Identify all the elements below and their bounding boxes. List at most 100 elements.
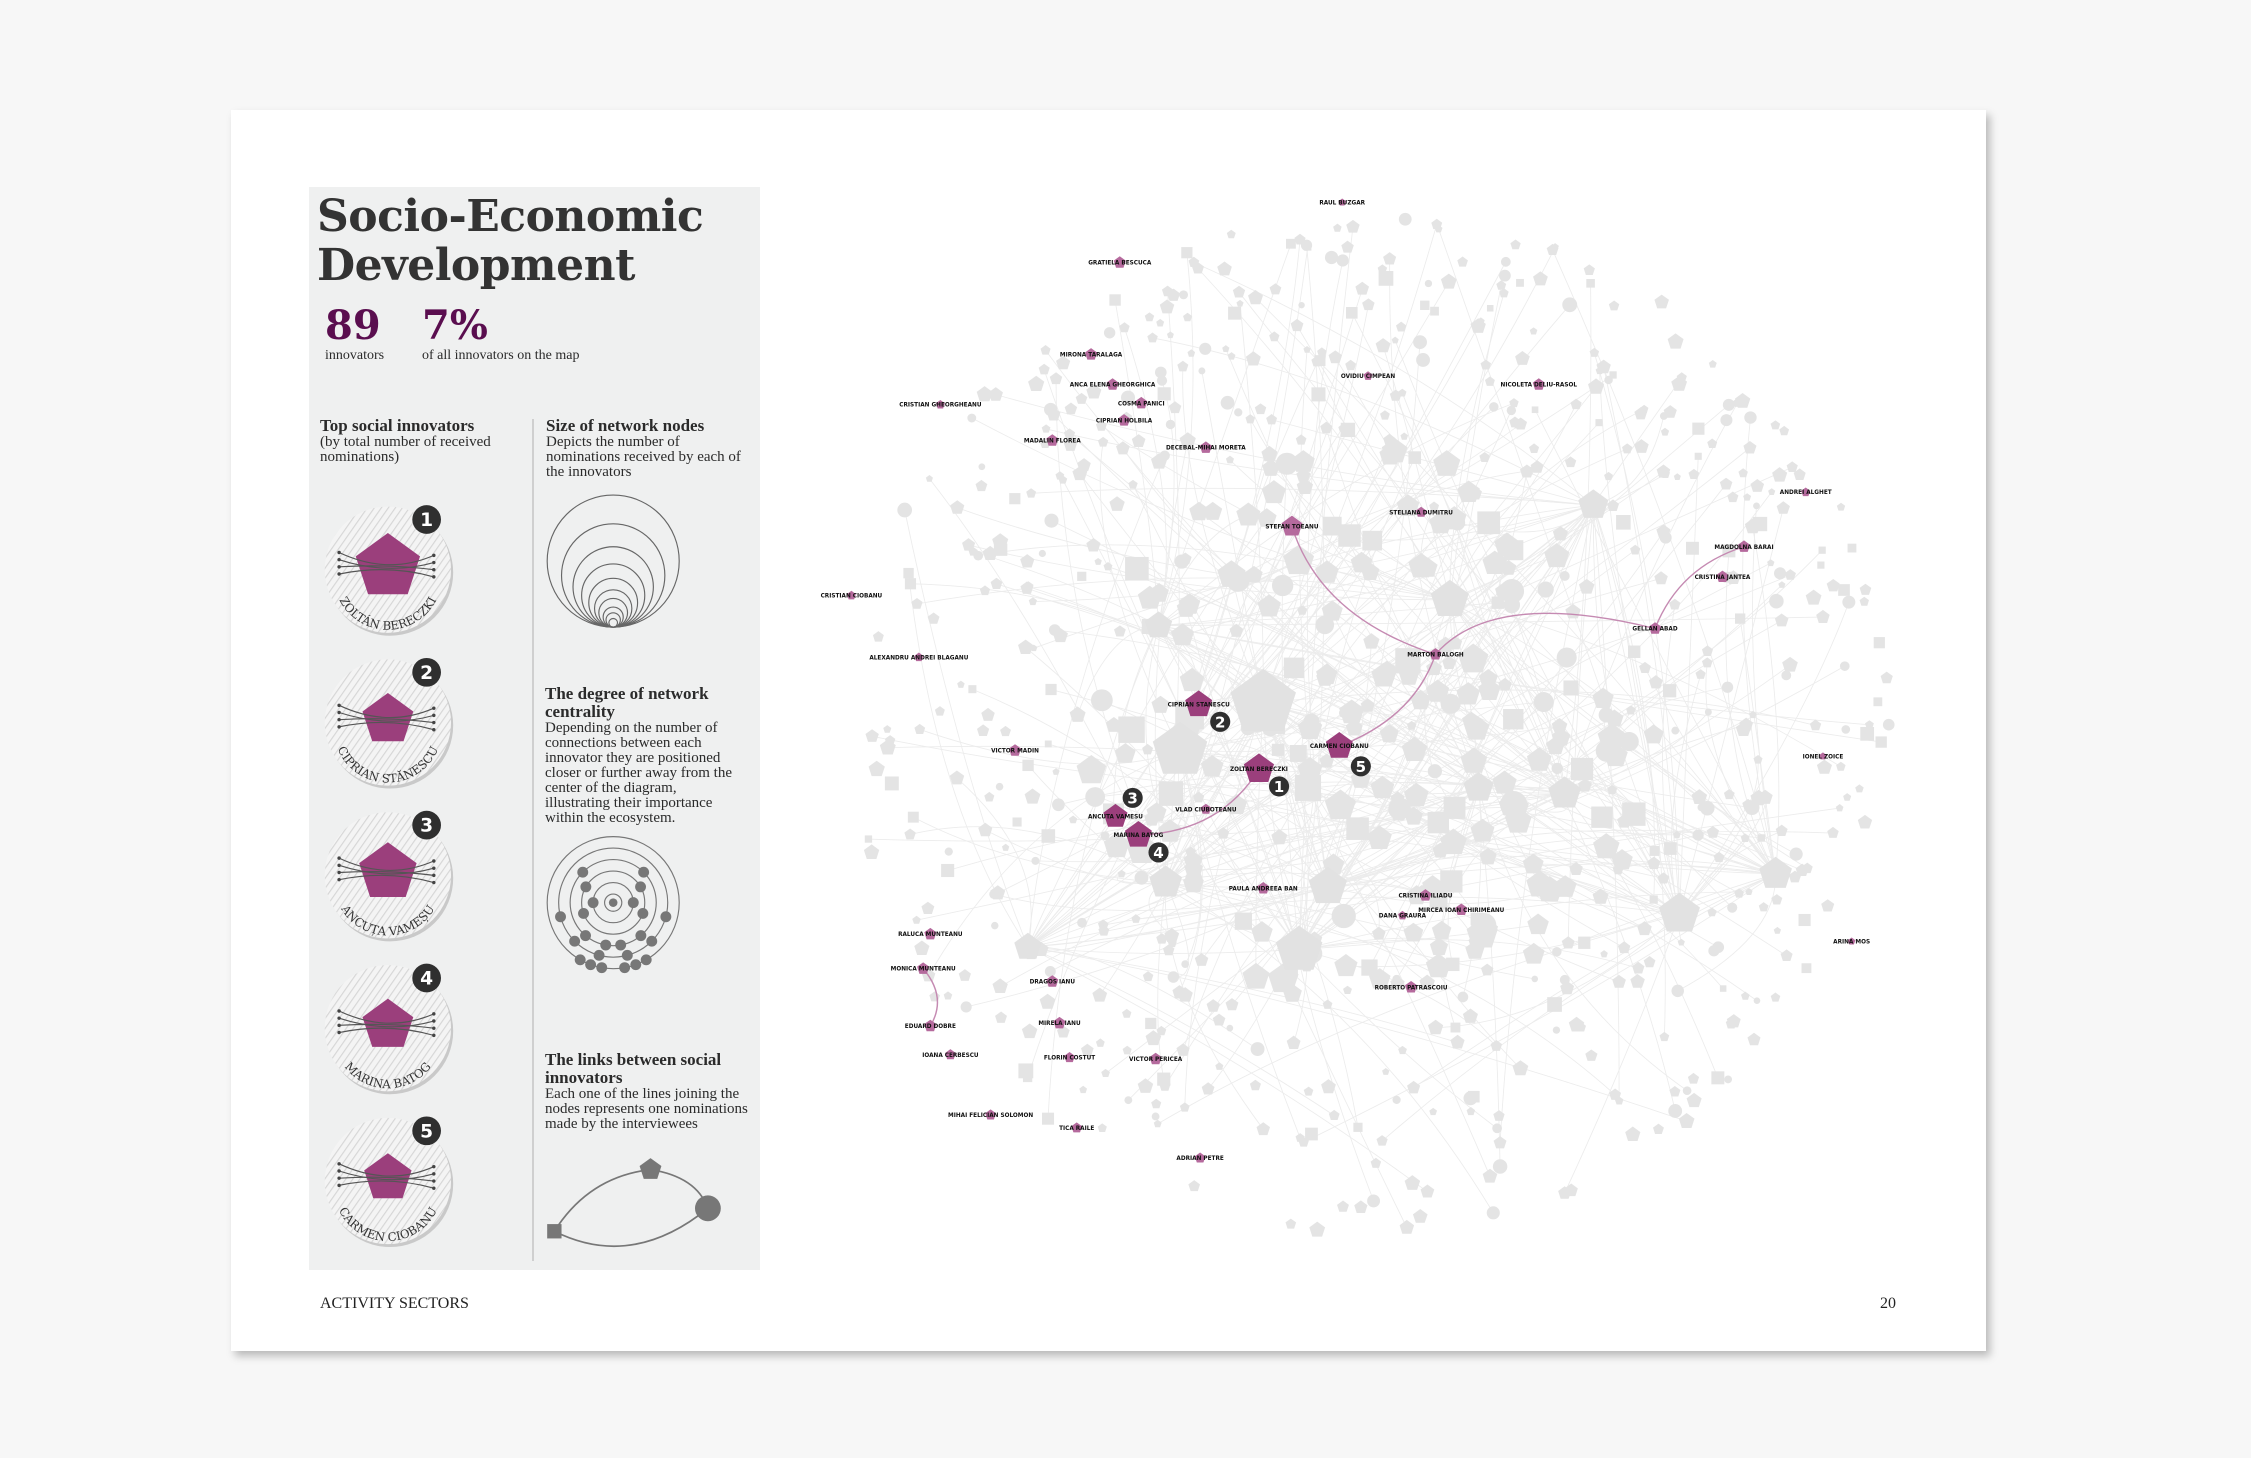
network-node xyxy=(1429,891,1448,910)
network-node-labeled[interactable]: MIRONA TARALAGA xyxy=(1060,348,1123,360)
network-node xyxy=(1660,427,1670,436)
network-node xyxy=(1743,493,1752,501)
network-node-labeled[interactable]: COSMA PANICI xyxy=(1118,396,1165,409)
network-node-labeled[interactable]: ROBERTO PATRASCOIU xyxy=(1375,980,1448,993)
node-shape xyxy=(945,1049,956,1060)
network-node xyxy=(1592,687,1614,709)
page-number: 20 xyxy=(1880,1295,1896,1312)
network-link xyxy=(1449,285,1502,600)
network-node-labeled[interactable]: RAUL BUZGAR xyxy=(1319,198,1366,206)
network-node-labeled[interactable]: CARMEN CIOBANU 5 xyxy=(1310,732,1371,777)
network-node-labeled[interactable]: VICTOR PERICEA xyxy=(1129,1052,1183,1065)
network-node-labeled[interactable]: MIRELA IANU xyxy=(1038,1016,1081,1029)
node-label: RALUCA MUNTEANU xyxy=(898,932,963,938)
network-node-labeled[interactable]: CRISTINA ILIADU xyxy=(1398,889,1453,901)
network-link xyxy=(1262,448,1628,704)
network-node-labeled[interactable]: GELLAN ABAD xyxy=(1632,622,1678,634)
network-node xyxy=(884,735,896,746)
network-node-labeled[interactable]: VLAD CIUBOTEANU xyxy=(1175,803,1237,814)
top-innovators-subheading: (by total number of received nominations… xyxy=(320,434,491,465)
column-divider xyxy=(532,419,534,1261)
network-node-labeled[interactable]: IOANA CERBESCU xyxy=(922,1049,979,1060)
network-node-labeled[interactable]: FLORIN COSTUT xyxy=(1044,1052,1095,1063)
network-node-labeled[interactable]: DRAGOS IANU xyxy=(1030,975,1076,987)
network-node xyxy=(1131,914,1141,923)
network-node-labeled[interactable]: MIHAI FELICIAN SOLOMON xyxy=(948,1109,1033,1120)
network-link xyxy=(1027,924,1539,954)
network-node-labeled[interactable]: NICOLETA DELIU-RASOL xyxy=(1501,378,1578,390)
network-node xyxy=(1529,327,1538,335)
network-node xyxy=(1669,1086,1681,1097)
network-node-labeled[interactable]: EDUARD DOBRE xyxy=(905,1019,956,1032)
network-node xyxy=(1493,1136,1507,1149)
network-node xyxy=(1606,499,1620,512)
network-node xyxy=(1604,471,1613,481)
network-node-labeled[interactable]: STELIANA DUMITRU xyxy=(1389,506,1453,517)
network-node-labeled[interactable]: ADRIAN PETRE xyxy=(1176,1152,1224,1163)
network-node xyxy=(1440,870,1463,893)
network-node-labeled[interactable]: CIPRIAN HOLBILA xyxy=(1096,414,1153,426)
network-node-labeled[interactable]: MONICA MUNTEANU xyxy=(891,962,956,974)
rank-badge-number: 1 xyxy=(1274,778,1284,796)
network-node-labeled[interactable]: CRISTIAN GHEORGHEANU xyxy=(899,399,982,409)
network-node xyxy=(1821,899,1835,912)
network-node xyxy=(1842,595,1856,609)
network-node-labeled[interactable]: RALUCA MUNTEANU xyxy=(898,927,963,940)
node-shape xyxy=(846,590,856,600)
network-node xyxy=(1864,720,1874,729)
rank-badge-number: 4 xyxy=(420,968,433,989)
network-link xyxy=(928,750,1181,977)
network-node-labeled[interactable]: MIRCEA IOAN CHIRIMEANU xyxy=(1418,903,1505,915)
network-node-labeled[interactable]: VICTOR MADIN xyxy=(991,744,1039,756)
network-node-labeled[interactable]: ALEXANDRU ANDREI BLAGANU xyxy=(869,652,969,662)
network-node xyxy=(1225,794,1248,815)
network-node-labeled[interactable]: ANCA ELENA GHEORGHICA xyxy=(1070,378,1156,390)
network-node-labeled[interactable]: STEFAN TOEANU xyxy=(1265,515,1319,536)
network-node xyxy=(1516,278,1524,287)
network-node-labeled[interactable]: CRISTINA JANTEA xyxy=(1695,570,1751,583)
network-node-labeled[interactable]: TICA RAILE xyxy=(1059,1122,1094,1133)
network-node xyxy=(1678,1113,1695,1128)
network-node xyxy=(995,782,1004,791)
network-node xyxy=(1039,993,1056,1009)
network-node xyxy=(1464,715,1490,740)
network-node-labeled[interactable]: CIPRIAN STANESCU 2 xyxy=(1168,690,1231,732)
network-node xyxy=(1568,1016,1585,1032)
network-node xyxy=(1151,695,1170,713)
network-node-labeled[interactable]: PAULA ANDREEA BAN xyxy=(1229,881,1298,894)
network-node xyxy=(1315,615,1335,635)
network-node xyxy=(1048,624,1061,636)
network-node xyxy=(914,940,930,956)
network-node-labeled[interactable]: ZOLTAN BERECZKI 1 xyxy=(1230,753,1290,797)
network-node xyxy=(1294,774,1322,801)
network-node xyxy=(1194,953,1209,966)
network-node xyxy=(1109,294,1121,306)
rank-badge xyxy=(412,810,441,840)
network-node-labeled[interactable]: CRISTIAN CIOBANU xyxy=(821,590,883,600)
network-node xyxy=(1375,338,1391,353)
network-node xyxy=(1659,1031,1670,1042)
highlighted-link xyxy=(922,968,939,1027)
network-node-labeled[interactable]: DECEBAL-MIHAI MORETA xyxy=(1166,441,1246,453)
network-node-labeled[interactable]: OVIDIU CIMPEAN xyxy=(1341,371,1395,380)
network-node-labeled[interactable]: MAGDOLNA BARAI xyxy=(1714,540,1774,552)
network-node-labeled[interactable]: ANDREI ALGHET xyxy=(1780,487,1832,496)
network-node xyxy=(1805,589,1822,605)
network-node xyxy=(1525,466,1533,475)
network-node xyxy=(1319,753,1335,768)
network-node xyxy=(1486,305,1494,312)
network-node-labeled[interactable]: DANA GRAURA xyxy=(1379,910,1427,920)
network-node-labeled[interactable]: ARINA MOS xyxy=(1833,937,1870,946)
network-node-labeled[interactable]: MADALIN FLOREA xyxy=(1024,434,1081,446)
network-node xyxy=(1097,1123,1107,1132)
legend-size: Size of network nodes Depicts the number… xyxy=(546,417,751,480)
network-node-labeled[interactable]: ANCUTA VAMESU 3 xyxy=(1088,787,1143,827)
network-node xyxy=(1305,1127,1318,1141)
network-node-labeled[interactable]: IONEL ZOICE xyxy=(1803,752,1844,760)
network-node-labeled[interactable]: MARTON BALOGH xyxy=(1407,648,1464,660)
network-node-labeled[interactable]: GRATIELA BESCUCA xyxy=(1088,256,1152,268)
rank-badge-number: 5 xyxy=(420,1121,433,1142)
network-node xyxy=(1345,719,1363,736)
network-node-labeled[interactable]: MARINA BATOG 4 xyxy=(1114,820,1169,863)
